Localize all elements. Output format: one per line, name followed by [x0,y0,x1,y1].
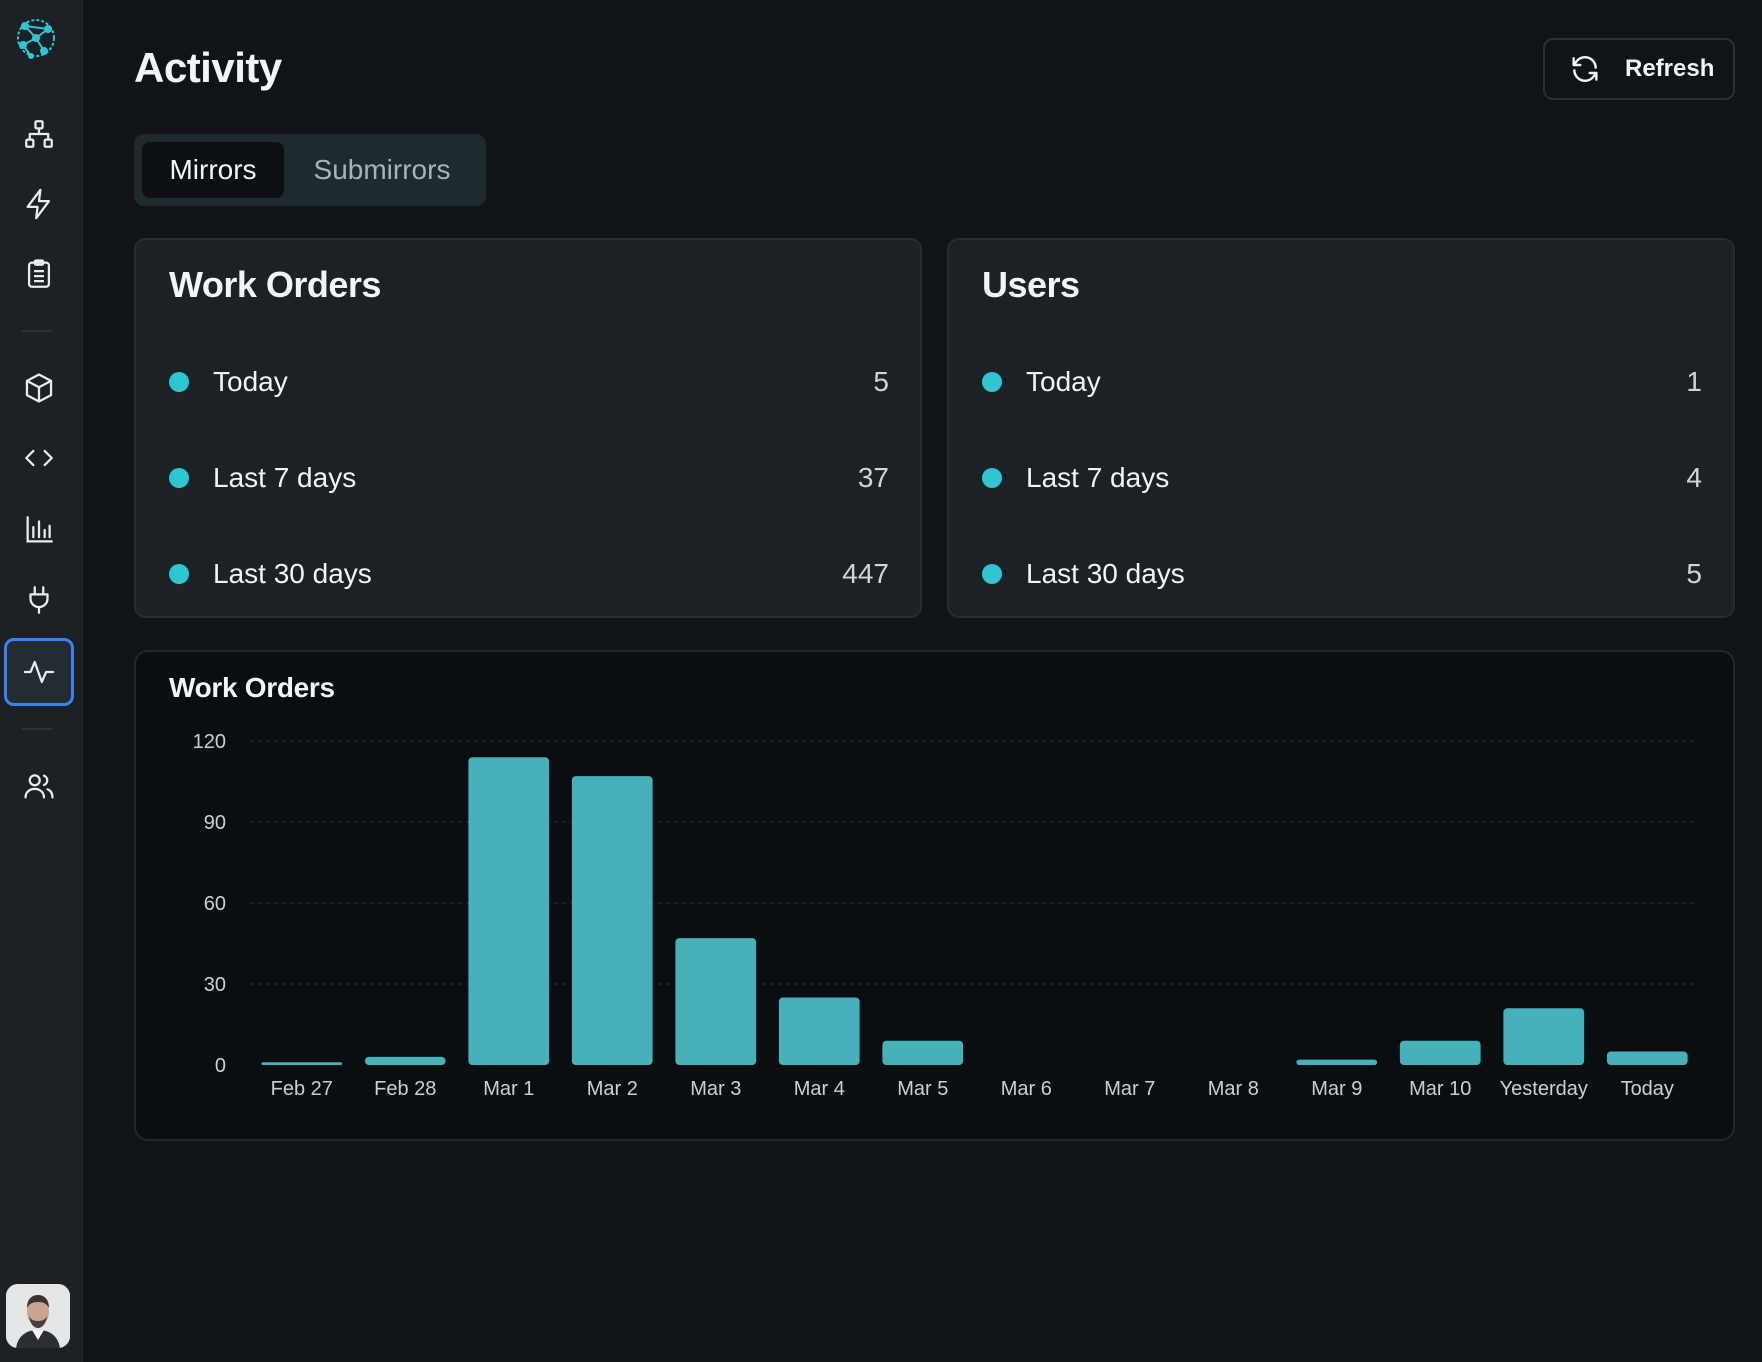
stat-label: Last 7 days [1026,462,1170,493]
y-tick-label: 0 [215,1055,226,1077]
stat-label: Last 30 days [1026,558,1185,589]
status-dot [982,468,1002,488]
sidebar-item-hierarchy[interactable] [4,100,74,168]
plug-icon [29,586,49,614]
chart-bar[interactable] [1606,1051,1688,1066]
sidebar-item-activity[interactable] [4,638,74,706]
status-dot [982,564,1002,584]
users-card-title: Users [982,264,1080,305]
work-orders-card: Work Orders Today 5 Last 7 days 37 Last … [134,238,922,618]
stat-value: 37 [857,462,889,493]
stat-row-last-30-days: Last 30 days 5 [982,554,1702,594]
stat-row-last-7-days: Last 7 days 37 [169,458,889,498]
chart-bar[interactable] [261,1062,343,1065]
y-tick-label: 60 [204,893,226,915]
sitemap-icon [25,120,53,148]
x-tick-label: Feb 28 [374,1078,436,1100]
cube-icon [25,373,53,403]
x-tick-label: Mar 3 [690,1078,741,1100]
app-logo-icon[interactable] [11,13,61,63]
stat-label: Today [213,366,288,397]
chart-bar[interactable] [1399,1040,1481,1065]
sidebar-item-triggers[interactable] [4,170,74,238]
stat-row-today: Today 1 [982,362,1702,402]
stat-value: 5 [1686,558,1702,589]
tab-submirrors[interactable]: Submirrors [313,154,451,185]
stat-label: Last 30 days [213,558,372,589]
x-tick-label: Mar 10 [1409,1078,1471,1100]
x-tick-label: Yesterday [1500,1078,1588,1100]
tab-mirrors[interactable]: Mirrors [142,142,284,198]
chart-bar[interactable] [778,997,860,1066]
sidebar-divider [22,728,52,730]
y-tick-label: 30 [204,974,226,996]
users-card: Users Today 1 Last 7 days 4 Last 30 days… [947,238,1735,618]
stat-row-last-30-days: Last 30 days 447 [169,554,889,594]
x-tick-label: Feb 27 [271,1078,333,1100]
y-tick-label: 120 [193,731,226,753]
x-tick-label: Mar 9 [1311,1078,1362,1100]
page-title: Activity [134,44,282,91]
stat-value: 1 [1686,366,1702,397]
sidebar-item-analytics[interactable] [4,496,74,564]
chart-title: Work Orders [169,672,335,703]
users-icon [24,774,54,799]
avatar[interactable] [6,1284,70,1348]
stat-row-today: Today 5 [169,362,889,402]
status-dot [982,372,1002,392]
refresh-button-label: Refresh [1625,55,1715,82]
view-tabs: Mirrors Submirrors [134,134,486,206]
y-tick-label: 90 [204,812,226,834]
activity-icon [23,660,55,684]
chart-bar[interactable] [364,1056,446,1065]
x-tick-label: Mar 7 [1104,1078,1155,1100]
chart-bar[interactable] [1503,1008,1585,1065]
sidebar-item-packages[interactable] [4,354,74,422]
chart-bar[interactable] [468,757,550,1065]
sidebar-item-code[interactable] [4,424,74,492]
work-orders-card-title: Work Orders [169,264,381,305]
sidebar [0,0,83,1362]
chart-bar[interactable] [571,776,653,1065]
stat-row-last-7-days: Last 7 days 4 [982,458,1702,498]
lightning-icon [26,188,51,220]
status-dot [169,372,189,392]
status-dot [169,468,189,488]
refresh-icon [1572,56,1598,82]
stat-value: 5 [873,366,889,397]
sidebar-item-tasks[interactable] [4,240,74,308]
clipboard-icon [27,259,51,288]
chart-bar[interactable] [675,938,757,1065]
bar-chart-icon [26,516,53,543]
chart-bar[interactable] [1296,1059,1378,1065]
sidebar-divider [22,330,52,332]
x-tick-label: Today [1621,1078,1674,1100]
stat-label: Last 7 days [213,462,357,493]
code-icon [25,449,53,467]
x-tick-label: Mar 1 [483,1078,534,1100]
x-tick-label: Mar 8 [1208,1078,1259,1100]
x-tick-label: Mar 5 [897,1078,948,1100]
status-dot [169,564,189,584]
x-tick-label: Mar 2 [587,1078,638,1100]
x-tick-label: Mar 4 [794,1078,845,1100]
stat-value: 447 [842,558,889,589]
work-orders-bar-chart: 0 30 60 90 120 Feb 27 Feb 28 Mar 1 Mar 2 Mar 3 Mar… [193,731,1699,1100]
work-orders-chart-card: Work Orders 0 30 60 90 120 Feb 27 Feb 28 Mar 1 M… [134,650,1735,1141]
chart-bar[interactable] [882,1040,964,1065]
x-tick-label: Mar 6 [1001,1078,1052,1100]
refresh-button[interactable]: Refresh [1543,38,1735,100]
stat-value: 4 [1686,462,1702,493]
sidebar-item-integrations[interactable] [4,566,74,634]
sidebar-item-users[interactable] [4,752,74,820]
stat-label: Today [1026,366,1101,397]
